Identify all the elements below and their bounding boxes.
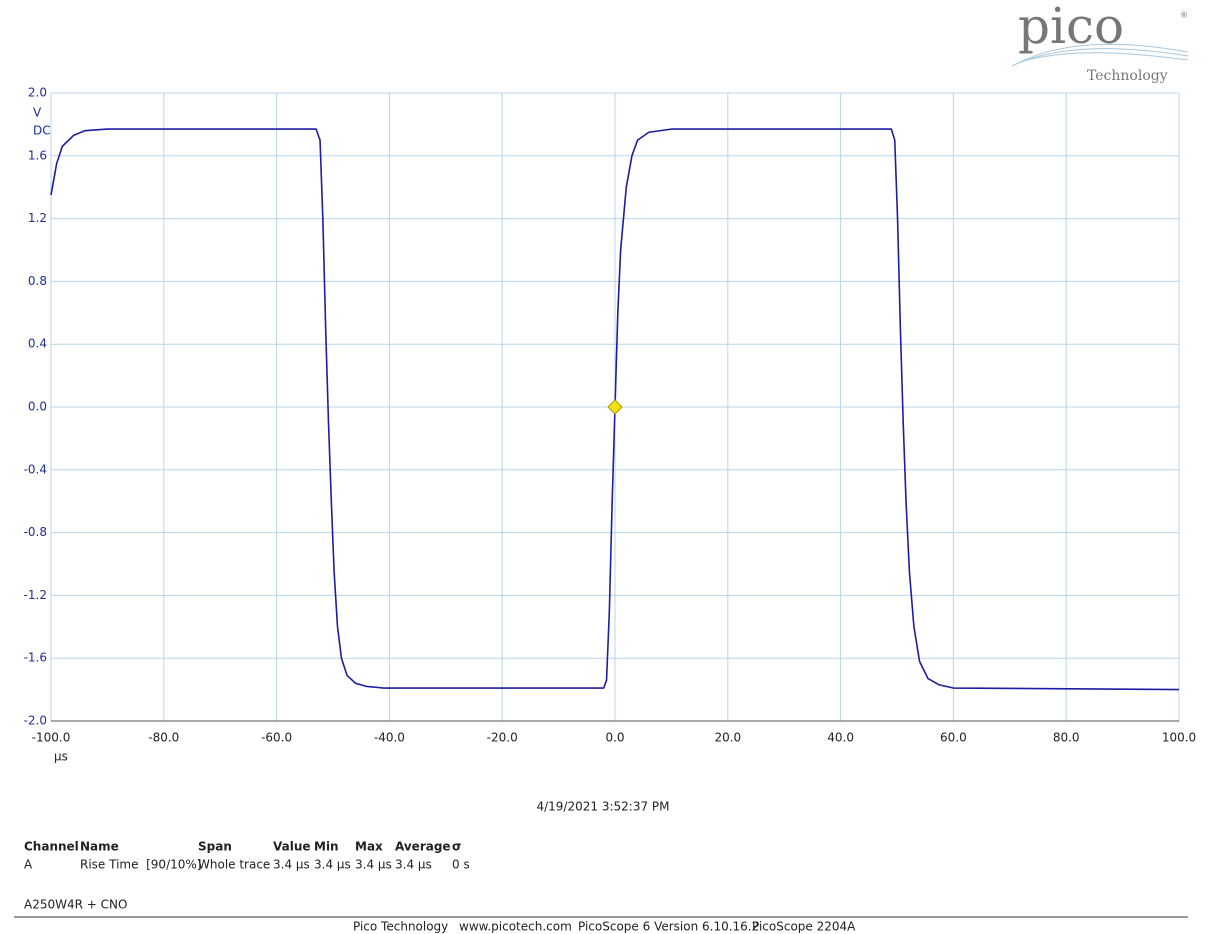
y-coupling: DC: [33, 124, 51, 138]
table-cell: A: [24, 858, 33, 872]
table-header: Average: [395, 840, 451, 854]
x-tick-label: 0.0: [605, 731, 624, 745]
footer-item: Pico Technology: [353, 920, 448, 934]
logo: pico Technology ®: [1011, 0, 1189, 84]
trigger-marker: [607, 399, 623, 415]
y-tick-label: -0.8: [24, 525, 47, 539]
table-header: Max: [355, 840, 383, 854]
logo-brand: pico: [1018, 0, 1124, 55]
table-header: Value: [273, 840, 311, 854]
y-tick-label: 0.4: [28, 337, 47, 351]
y-tick-label: 0.0: [28, 400, 47, 414]
footer-item: PicoScope 2204A: [752, 920, 856, 934]
x-tick-label: 20.0: [714, 731, 741, 745]
y-tick-label: 0.8: [28, 274, 47, 288]
table-cell: Whole trace: [198, 858, 270, 872]
x-tick-label: -20.0: [487, 731, 518, 745]
plot: 2.0 1.6 1.2 0.8 0.4 0.0 -0.4 -0.8 -1.2 -1.6 -2.0 -1…: [24, 86, 1197, 745]
table-cell: 3.4 µs: [314, 858, 351, 872]
footer-item: www.picotech.com: [459, 920, 572, 934]
y-tick-label: -1.6: [24, 651, 47, 665]
trace: [50, 128, 1180, 691]
x-tick-label: 60.0: [940, 731, 967, 745]
timestamp: 4/19/2021 3:52:37 PM: [536, 800, 669, 814]
x-unit: µs: [54, 750, 68, 764]
x-tick-label: 40.0: [827, 731, 854, 745]
x-tick-label: -40.0: [374, 731, 405, 745]
table-cell: 3.4 µs: [395, 858, 432, 872]
y-tick-label: -0.4: [24, 462, 47, 476]
y-tick-label: 1.6: [28, 148, 47, 162]
logo-swoosh: [1011, 43, 1189, 67]
logo-mark: ®: [1180, 11, 1188, 20]
table-header: σ: [452, 840, 461, 854]
y-tick-label: -2.0: [24, 714, 47, 728]
x-tick-label: -80.0: [148, 731, 179, 745]
table-cell: 3.4 µs: [355, 858, 392, 872]
footer-item: PicoScope 6 Version 6.10.16.2: [578, 920, 759, 934]
y-unit: V: [33, 106, 42, 120]
footer: Pico Technology www.picotech.com PicoScope…: [353, 920, 856, 934]
y-tick-label: -1.2: [24, 588, 47, 602]
y-tick-label: 1.2: [28, 211, 47, 225]
table-header: Name: [80, 840, 119, 854]
x-tick-label: 100.0: [1162, 731, 1196, 745]
table-header: Span: [198, 840, 232, 854]
table-header: Channel: [24, 840, 79, 854]
logo-swoosh: [1019, 52, 1189, 63]
note: A250W4R + CNO: [24, 898, 127, 912]
logo-swoosh: [1015, 48, 1189, 65]
x-tick-label: -60.0: [261, 731, 292, 745]
x-tick-label: -100.0: [32, 731, 71, 745]
table-cell: Rise Time [90/10%]: [80, 858, 201, 872]
table-cell: 3.4 µs: [273, 858, 310, 872]
table-header: Min: [314, 840, 339, 854]
logo-subtitle: Technology: [1087, 68, 1168, 84]
y-tick-label: 2.0: [28, 86, 47, 100]
table-cell: 0 s: [452, 858, 470, 872]
x-tick-label: 80.0: [1053, 731, 1080, 745]
measurements-table: Channel Name Span Value Min Max Average σ A Rise …: [24, 840, 470, 872]
